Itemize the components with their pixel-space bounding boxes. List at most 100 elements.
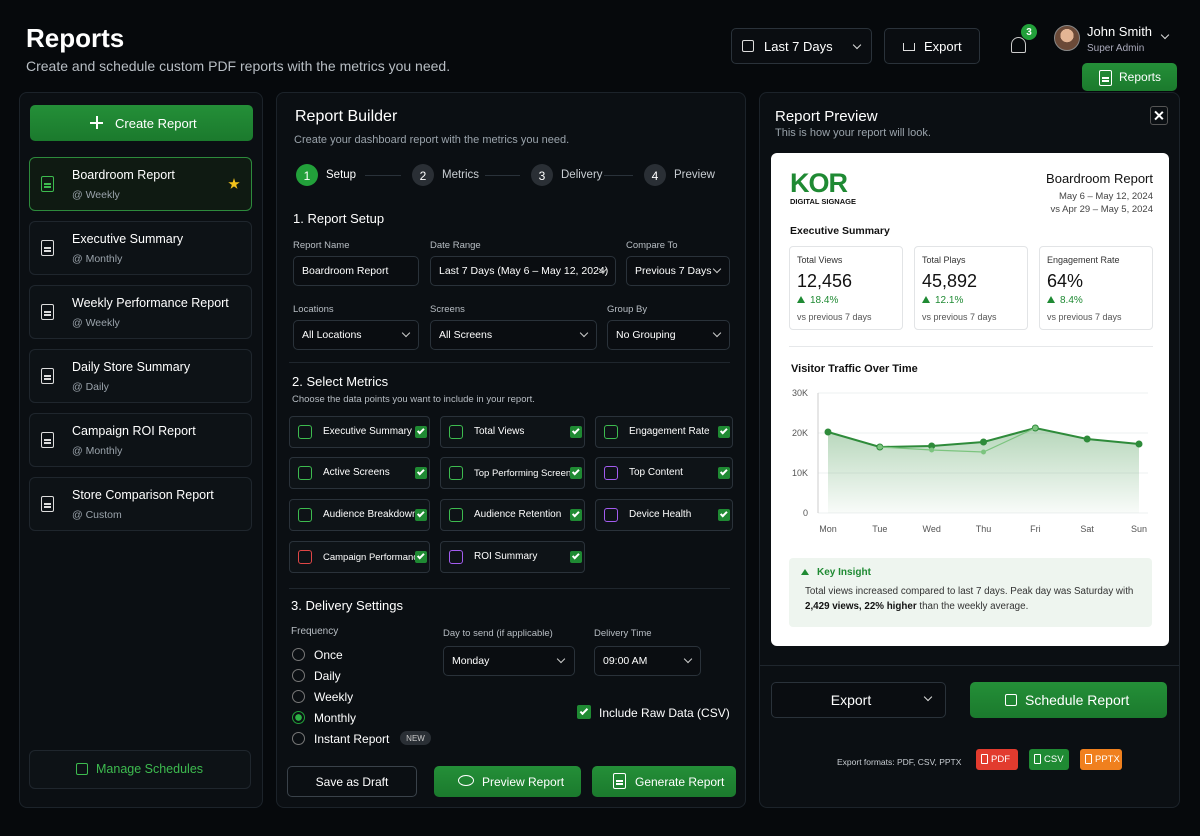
kpi-change: 8.4% xyxy=(1060,294,1083,306)
report-card[interactable] xyxy=(29,413,252,467)
metric-label: Campaign Performance xyxy=(323,551,424,563)
doc-line xyxy=(44,314,51,316)
report-name: Boardroom Report xyxy=(72,168,175,183)
metric-label: Active Screens xyxy=(323,467,390,479)
reports-button-label: Reports xyxy=(1119,69,1162,84)
checkbox xyxy=(718,467,730,479)
chevron xyxy=(1160,30,1170,40)
report-card[interactable] xyxy=(29,157,252,211)
format-label: CSV xyxy=(1044,754,1064,766)
doc-line xyxy=(44,186,51,188)
kpi-value: 45,892 xyxy=(922,270,978,291)
checkbox xyxy=(570,467,582,479)
step-circle xyxy=(531,164,553,186)
radio[interactable] xyxy=(292,711,305,724)
kpi-card xyxy=(789,246,903,330)
separator xyxy=(289,588,730,589)
metric-option[interactable] xyxy=(289,541,430,573)
metric-label: ROI Summary xyxy=(474,551,538,563)
metric-icon xyxy=(298,550,312,564)
file-icon xyxy=(1085,754,1092,764)
metric-icon xyxy=(298,425,312,439)
field-input[interactable] xyxy=(607,320,730,350)
metric-label: Device Health xyxy=(629,509,692,521)
avatar xyxy=(1054,25,1080,51)
schedule-button[interactable] xyxy=(970,682,1167,718)
generate-button[interactable] xyxy=(592,766,736,797)
report-card[interactable] xyxy=(29,477,252,531)
checkbox xyxy=(718,426,730,438)
field-input[interactable] xyxy=(430,256,616,286)
metric-label: Audience Breakdown xyxy=(323,509,418,521)
notification-count: 3 xyxy=(1026,26,1032,38)
save-draft-button[interactable] xyxy=(287,766,417,797)
field-input[interactable] xyxy=(430,320,597,350)
formats-label: Export formats: PDF, CSV, PPTX xyxy=(837,756,962,767)
preview-subtitle: This is how your report will look. xyxy=(775,127,931,140)
export-select[interactable] xyxy=(771,682,946,718)
field-input[interactable] xyxy=(626,256,730,286)
field-input[interactable] xyxy=(293,256,419,286)
manage-schedules-label: Manage Schedules xyxy=(96,762,204,777)
doc-line xyxy=(44,250,51,252)
metric-option[interactable] xyxy=(289,457,430,489)
step-number: 2 xyxy=(419,168,427,183)
metric-option[interactable] xyxy=(289,499,430,531)
checkbox xyxy=(718,509,730,521)
radio[interactable] xyxy=(292,648,305,661)
metric-label: Executive Summary xyxy=(323,426,412,438)
notification-badge xyxy=(1021,24,1037,40)
day-select[interactable] xyxy=(443,646,575,676)
file-icon xyxy=(981,754,988,764)
metric-option[interactable] xyxy=(595,499,733,531)
report-compare: vs Apr 29 – May 5, 2024 xyxy=(1050,204,1153,216)
field-input[interactable] xyxy=(293,320,419,350)
create-report-button[interactable] xyxy=(30,105,253,141)
metric-option[interactable] xyxy=(440,541,585,573)
save-draft-label: Save as Draft xyxy=(315,774,389,789)
metric-option[interactable] xyxy=(440,499,585,531)
report-title: Boardroom Report xyxy=(1046,170,1153,186)
metric-option[interactable] xyxy=(440,457,585,489)
radio[interactable] xyxy=(292,690,305,703)
kpi-change: 12.1% xyxy=(935,294,964,306)
radio[interactable] xyxy=(292,732,305,745)
doc-line xyxy=(616,780,623,782)
user-role: Super Admin xyxy=(1087,42,1145,54)
export-button[interactable] xyxy=(884,28,980,64)
bell-icon xyxy=(1011,37,1026,53)
close-button[interactable] xyxy=(1150,106,1168,125)
up-arrow xyxy=(1047,296,1055,303)
reports-button[interactable] xyxy=(1082,63,1177,91)
date-range-button[interactable] xyxy=(731,28,872,64)
metric-option[interactable] xyxy=(289,416,430,448)
format-label: PPTX xyxy=(1095,754,1120,766)
metric-icon xyxy=(298,466,312,480)
kpi-card xyxy=(1039,246,1153,330)
doc-line xyxy=(44,442,51,444)
insight-title: Key Insight xyxy=(817,566,871,578)
schedule-label: Schedule Report xyxy=(1025,692,1130,709)
time-select[interactable] xyxy=(594,646,701,676)
doc-icon xyxy=(41,368,54,384)
step-connector xyxy=(365,175,401,176)
metric-option[interactable] xyxy=(595,457,733,489)
eye-icon xyxy=(458,775,474,786)
report-card[interactable] xyxy=(29,285,252,339)
time-label: Delivery Time xyxy=(594,628,652,640)
metrics-subtitle: Choose the data points you want to inclu… xyxy=(292,394,535,406)
metric-option[interactable] xyxy=(440,416,585,448)
insight-box xyxy=(789,558,1152,627)
separator xyxy=(789,346,1153,347)
report-schedule: @ Weekly xyxy=(72,317,120,330)
manage-schedules-button[interactable] xyxy=(29,750,251,789)
doc-line xyxy=(44,311,51,313)
plus-v xyxy=(95,116,98,129)
kpi-change: 18.4% xyxy=(810,294,839,306)
metric-option[interactable] xyxy=(595,416,733,448)
kpi-label: Total Plays xyxy=(922,255,966,266)
report-card[interactable] xyxy=(29,349,252,403)
radio[interactable] xyxy=(292,669,305,682)
report-card[interactable] xyxy=(29,221,252,275)
